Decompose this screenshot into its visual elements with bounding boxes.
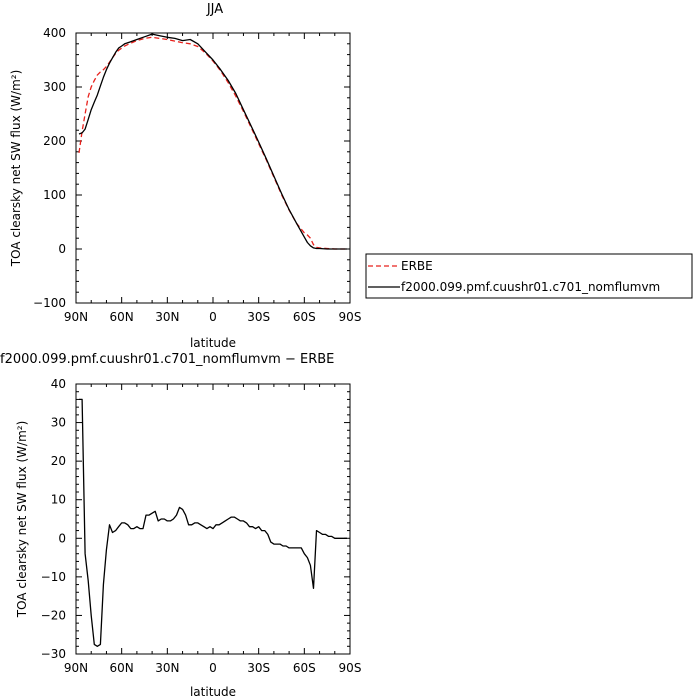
bottom-plot-frame [75, 383, 351, 655]
bottom-y-tick-label: 40 [51, 377, 66, 391]
legend-label-erbe: ERBE [401, 259, 433, 273]
bottom-x-tick-label: 90S [339, 661, 362, 675]
legend-label-model: f2000.099.pmf.cuushr01.c701_nomflumvm [401, 280, 660, 294]
legend: ERBE f2000.099.pmf.cuushr01.c701_nomflum… [365, 253, 693, 299]
top-x-tick-label: 30N [155, 310, 179, 324]
bottom-y-tick-label: 30 [51, 416, 66, 430]
bottom-y-tick-labels: −30 −20 −10 0 10 20 30 40 [41, 377, 66, 661]
legend-box [365, 253, 693, 299]
bottom-series-line-difference [79, 398, 347, 647]
top-x-tick-label: 60N [110, 310, 134, 324]
bottom-series [79, 398, 347, 647]
bottom-y-tick-label: −10 [41, 570, 66, 584]
bottom-y-tick-label: −30 [41, 647, 66, 661]
bottom-x-tick-labels: 90N 60N 30N 0 30S 60S 90S [64, 661, 362, 675]
top-series-line-f2000-099-pmf-cuushr01-c701-nomflumvm [78, 33, 347, 250]
top-y-axis-label: TOA clearsky net SW flux (W/m²) [9, 70, 23, 268]
top-y-tick-label: 200 [43, 134, 66, 148]
top-y-tick-labels: −100 0 100 200 300 400 [33, 26, 66, 310]
top-y-tick-label: 0 [58, 242, 66, 256]
bottom-y-tick-label: 20 [51, 454, 66, 468]
top-y-tick-label: 300 [43, 80, 66, 94]
bottom-panel: f2000.099.pmf.cuushr01.c701_nomflumvm − … [0, 352, 361, 699]
bottom-tick-marks [75, 383, 351, 655]
top-tick-marks [75, 32, 351, 304]
top-y-tick-label: 400 [43, 26, 66, 40]
bottom-y-tick-label: 0 [58, 531, 66, 545]
top-x-tick-label: 90S [339, 310, 362, 324]
top-x-axis-label: latitude [190, 336, 236, 350]
bottom-x-tick-label: 90N [64, 661, 88, 675]
bottom-x-tick-label: 30N [155, 661, 179, 675]
bottom-x-tick-label: 0 [209, 661, 217, 675]
bottom-y-axis-label: TOA clearsky net SW flux (W/m²) [15, 421, 29, 619]
top-panel: JJA 90N 60N 30N 0 30S 60S 90S −100 0 100 200 300 40… [9, 2, 361, 350]
top-chart-title: JJA [206, 2, 223, 17]
top-y-tick-label: 100 [43, 188, 66, 202]
bottom-x-tick-label: 60N [110, 661, 134, 675]
bottom-x-tick-label: 30S [247, 661, 270, 675]
bottom-chart-title: f2000.099.pmf.cuushr01.c701_nomflumvm − … [0, 352, 334, 367]
top-x-tick-labels: 90N 60N 30N 0 30S 60S 90S [64, 310, 362, 324]
top-y-tick-label: −100 [33, 296, 66, 310]
top-series [78, 33, 347, 250]
top-x-tick-label: 60S [293, 310, 316, 324]
bottom-x-tick-label: 60S [293, 661, 316, 675]
bottom-y-tick-label: −20 [41, 608, 66, 622]
top-x-tick-label: 30S [247, 310, 270, 324]
top-x-tick-label: 0 [209, 310, 217, 324]
top-series-line-erbe [78, 36, 347, 250]
bottom-y-tick-label: 10 [51, 493, 66, 507]
top-plot-frame [75, 32, 351, 304]
top-x-tick-label: 90N [64, 310, 88, 324]
bottom-x-axis-label: latitude [190, 685, 236, 699]
